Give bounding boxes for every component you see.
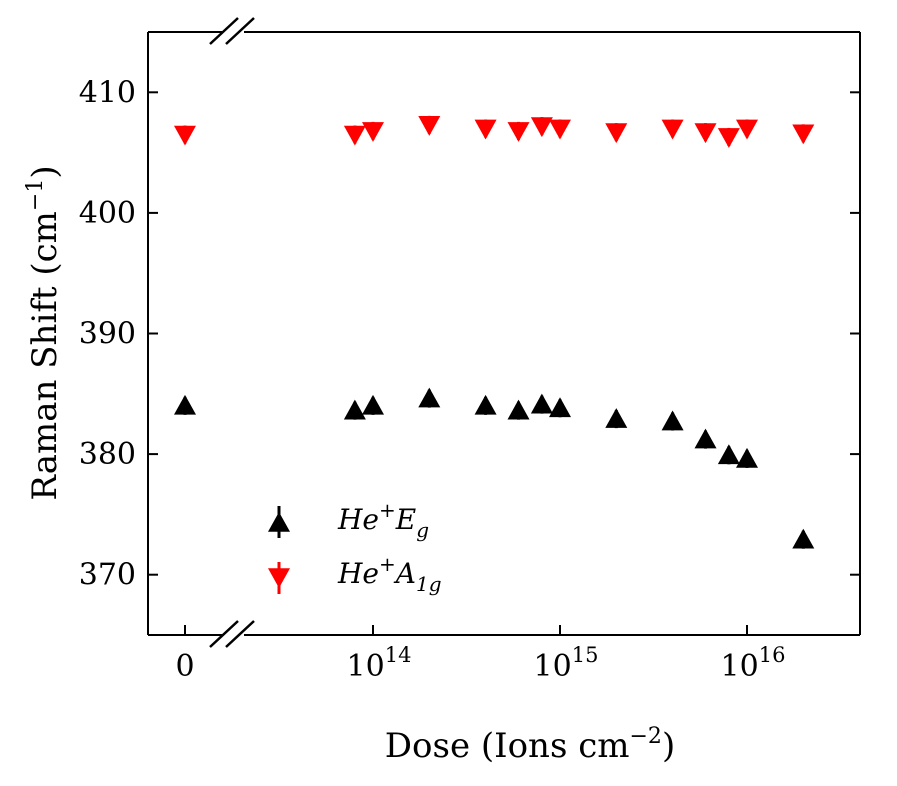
marker-s0-p3	[418, 387, 441, 408]
marker-s1-p8	[605, 123, 628, 144]
x-axis-ticks: 0 1014 1015 1016	[175, 625, 785, 684]
y-axis-label: Raman Shift (cm−1)	[23, 165, 65, 500]
marker-s0-p7	[549, 397, 571, 418]
marker-s1-p7	[549, 119, 571, 140]
marker-s0-p12	[736, 447, 758, 468]
marker-s1-p2	[362, 122, 384, 142]
marker-s1-p4	[474, 119, 497, 140]
marker-s0-p13	[792, 528, 815, 549]
marker-s1-p11	[717, 128, 740, 148]
x-axis-label: Dose (Ions cm−2)	[385, 724, 675, 766]
marker-s1-p0	[174, 125, 196, 146]
axis-break-top	[209, 17, 255, 45]
legend-marker-eg	[268, 506, 290, 538]
marker-s1-p13	[792, 124, 815, 145]
marker-s0-p4	[474, 394, 497, 415]
marker-s0-p0	[174, 394, 196, 415]
marker-s1-p10	[694, 123, 717, 144]
x-tick-label-2: 1015	[534, 643, 599, 684]
marker-s1-p1	[343, 125, 366, 146]
x-tick-label-0: 0	[175, 649, 194, 684]
marker-s0-p9	[661, 410, 684, 431]
marker-s1-p9	[661, 119, 684, 140]
marker-s0-p2	[362, 394, 384, 415]
legend-triangle-a1g	[268, 568, 290, 588]
marker-s0-p1	[343, 399, 366, 420]
y-tick-label-410: 410	[79, 75, 136, 110]
y-axis-ticks: 370 380 390 400 410	[79, 75, 860, 593]
y-tick-label-400: 400	[79, 196, 136, 231]
legend: He+Eg He+A1g	[268, 498, 442, 596]
marker-s0-p8	[605, 408, 628, 428]
legend-triangle-eg	[268, 512, 290, 532]
marker-s0-p11	[717, 444, 740, 465]
marker-s1-p6	[530, 117, 553, 138]
y-tick-label-390: 390	[79, 317, 136, 352]
y-tick-label-380: 380	[79, 437, 136, 472]
legend-label-a1g: He+A1g	[337, 552, 442, 596]
marker-s1-p5	[507, 122, 530, 142]
marker-s0-p5	[507, 399, 530, 420]
y-tick-label-370: 370	[79, 558, 136, 593]
x-tick-label-1: 1014	[347, 643, 412, 684]
axis-break-bottom	[209, 620, 255, 648]
x-tick-label-3: 1016	[721, 643, 786, 684]
marker-s0-p10	[694, 428, 717, 449]
legend-marker-a1g	[268, 562, 290, 594]
data-markers	[174, 115, 815, 549]
legend-label-eg: He+Eg	[337, 498, 429, 542]
marker-s1-p12	[736, 119, 758, 140]
marker-s0-p6	[530, 393, 553, 414]
marker-s1-p3	[418, 116, 441, 136]
